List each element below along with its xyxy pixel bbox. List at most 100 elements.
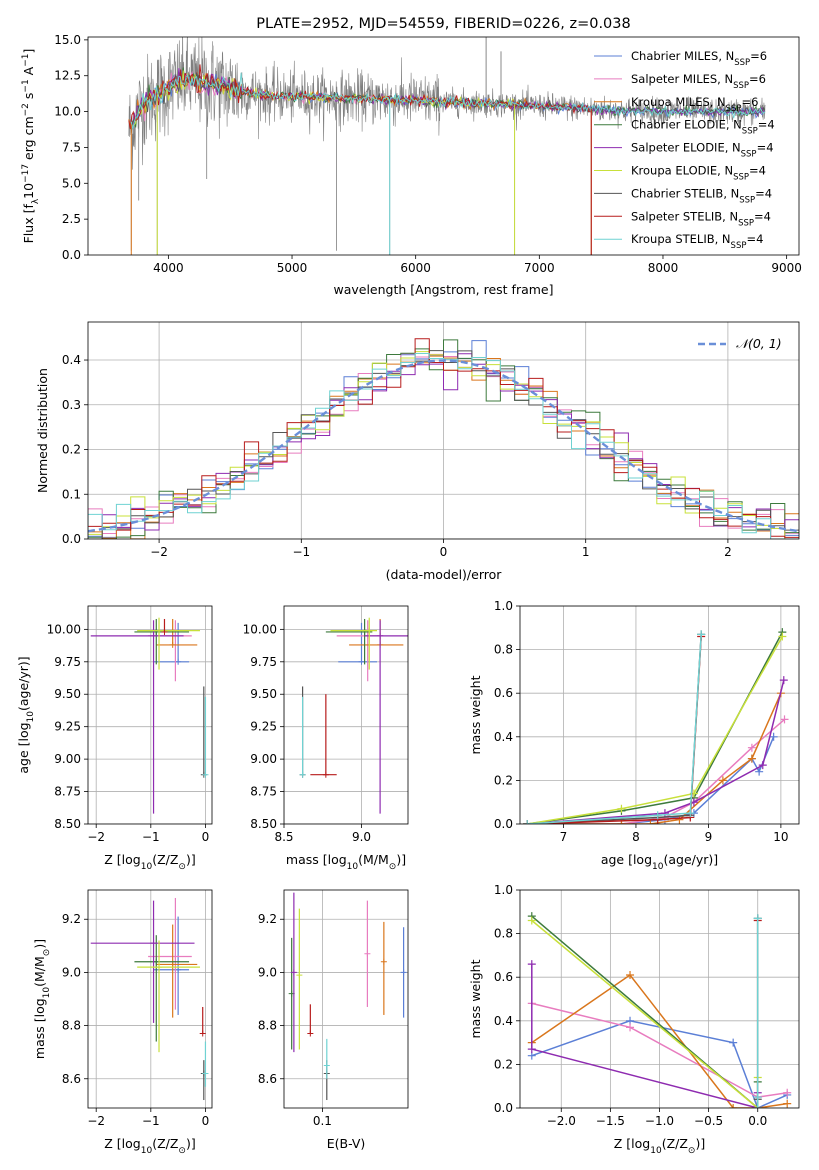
label-part: Z [log [614,1136,650,1151]
legend-entry-kroupa_stelib: Kroupa STELIB, NSSP=4 [631,232,763,251]
y-axis-label: mass [log10(M/M⊙)] [32,939,52,1059]
series-line-salpeter_miles [527,718,785,824]
series-marker-kroupa_stelib [653,811,662,820]
x-tick-label: 9 [705,830,713,844]
label-part: Normed distribution [35,368,50,493]
y-tick-label: 7.5 [62,140,81,154]
y-tick-label: 12.5 [54,69,81,83]
chart-title: PLATE=2952, MJD=54559, FIBERID=0226, z=0… [256,16,630,32]
series-marker-kroupa_miles [675,815,684,824]
label-part: (M/M [358,852,389,867]
label-part: s [21,93,36,104]
legend-entry-gaussian: 𝒩(0, 1) [736,336,782,351]
plot-area [128,37,766,255]
x-tick-label: 5000 [277,261,308,275]
y-tick-label: 8.50 [250,817,277,831]
axes-frame [519,889,800,1109]
data-point-chabrier_elodie [361,628,368,635]
label-part: Z [log [104,1136,140,1151]
label-part: )] [32,939,47,949]
y-tick-label: 0.4 [62,353,81,367]
label-part: )] [186,852,196,867]
series-marker-salpeter_elodie [660,809,669,818]
series-marker-kroupa_miles [783,1099,792,1108]
x-tick-label: 8.5 [274,830,293,844]
label-part: SSP [734,58,750,68]
series-line-chabrier_stelib [527,634,702,824]
plot-area [284,606,408,824]
label-part: ⊙ [178,862,186,872]
label-part: =4 [755,186,772,200]
label-part: ⊙ [389,862,397,872]
plot-area [88,606,212,824]
label-part: =4 [757,141,774,155]
label-part: Salpeter ELODIE, N [631,141,741,155]
label-part: =4 [754,209,771,223]
y-tick-label: 9.50 [250,687,277,701]
label-part: wavelength [Angstrom, rest frame] [333,282,553,297]
chart-residuals: −2 −1 0 1 2 0.0 0.1 0.2 0.3 0.4 (data-model)/error… [35,321,800,582]
label-part: ] [21,49,36,54]
label-part: =4 [758,118,775,132]
series-marker-salpeter_miles [780,715,789,724]
x-tick-label: 9000 [771,261,802,275]
y-tick-label: 5.0 [62,176,81,190]
data-point-kroupa_stelib [323,1062,330,1069]
chart-age_vs_Z: −2 −1 0 8.50 8.75 9.00 9.25 9.50 9.75 10.00 Z [log… [16,605,213,872]
label-part: Z [log [104,852,140,867]
x-tick-label: −2 [87,830,105,844]
series-marker-salpeter_elodie [527,960,536,969]
axes-frame [87,605,213,825]
label-part: mass [log [286,852,347,867]
data-point-salpeter_miles [172,953,179,960]
series-line-kroupa_miles [531,973,788,1108]
y-tick-label: 8.50 [54,817,81,831]
label-part: (age/yr)] [663,852,718,867]
data-point-chabrier_miles [175,658,182,665]
legend-entry-kroupa_miles: Kroupa MILES, NSSP=6 [631,95,758,114]
data-point-salpeter_stelib [322,771,329,778]
label-part: Salpeter STELIB, N [631,209,738,223]
x-tick-label: 7000 [524,261,555,275]
y-tick-label: 9.75 [54,655,81,669]
y-axis-label: mass weight [468,959,483,1038]
y-tick-label: 0.0 [494,1101,513,1115]
chart-weight_vs_Z: −2.0 −1.5 −1.0 −0.5 0.0 0.0 0.2 0.4 0.6 0.8 1.0 Z [… [468,883,800,1156]
x-tick-label: 8000 [648,261,679,275]
y-tick-label: 9.25 [250,720,277,734]
label-part: Chabrier ELODIE, N [631,118,742,132]
chart-age_vs_mass: 8.5 9.0 8.50 8.75 9.00 9.25 9.50 9.75 10.00 mass … [243,605,409,872]
legend-entry-chabrier_miles: Chabrier MILES, NSSP=6 [631,49,767,68]
label-part: 10 [347,862,359,872]
x-axis-label: Z [log10(Z/Z⊙)] [104,1136,195,1156]
y-tick-label: 9.25 [54,720,81,734]
y-tick-label: 9.50 [54,687,81,701]
axes-frame [87,889,213,1109]
series-line-salpeter_miles [531,1002,788,1098]
data-point-chabrier_elodie [153,958,160,965]
label-part: −17 [21,164,31,183]
x-tick-label: 0 [202,1114,210,1128]
x-tick-label: −2 [87,1114,105,1128]
data-point-salpeter_elodie [377,632,384,639]
y-tick-label: 0.8 [494,643,513,657]
legend-entry-salpeter_stelib: Salpeter STELIB, NSSP=4 [631,209,771,228]
model-line-kroupa_stelib [130,72,766,130]
label-part: 10 [652,862,664,872]
label-part: (Z/Z [152,1136,178,1151]
chart-mass_vs_ebv: 0.1 8.6 8.8 9.0 9.2 E(B-V) [258,889,409,1151]
y-tick-label: 8.6 [62,1072,81,1086]
series-marker-kroupa_stelib [697,630,706,639]
y-tick-label: 9.00 [54,752,81,766]
y-tick-label: 8.8 [62,1019,81,1033]
series-line-chabrier_elodie [527,631,783,824]
axes-frame [87,36,800,256]
series-marker-kroupa_miles [747,754,756,763]
label-part: =4 [749,164,766,178]
chart-mass_vs_Z: −2 −1 08.68.89.09.2Z [log10(Z/Z⊙)]mass [lo… [32,889,213,1156]
label-part: −1 [21,79,31,92]
x-tick-label: 0.0 [748,1114,767,1128]
label-part: 10 [21,183,36,199]
plot-area [88,890,212,1108]
